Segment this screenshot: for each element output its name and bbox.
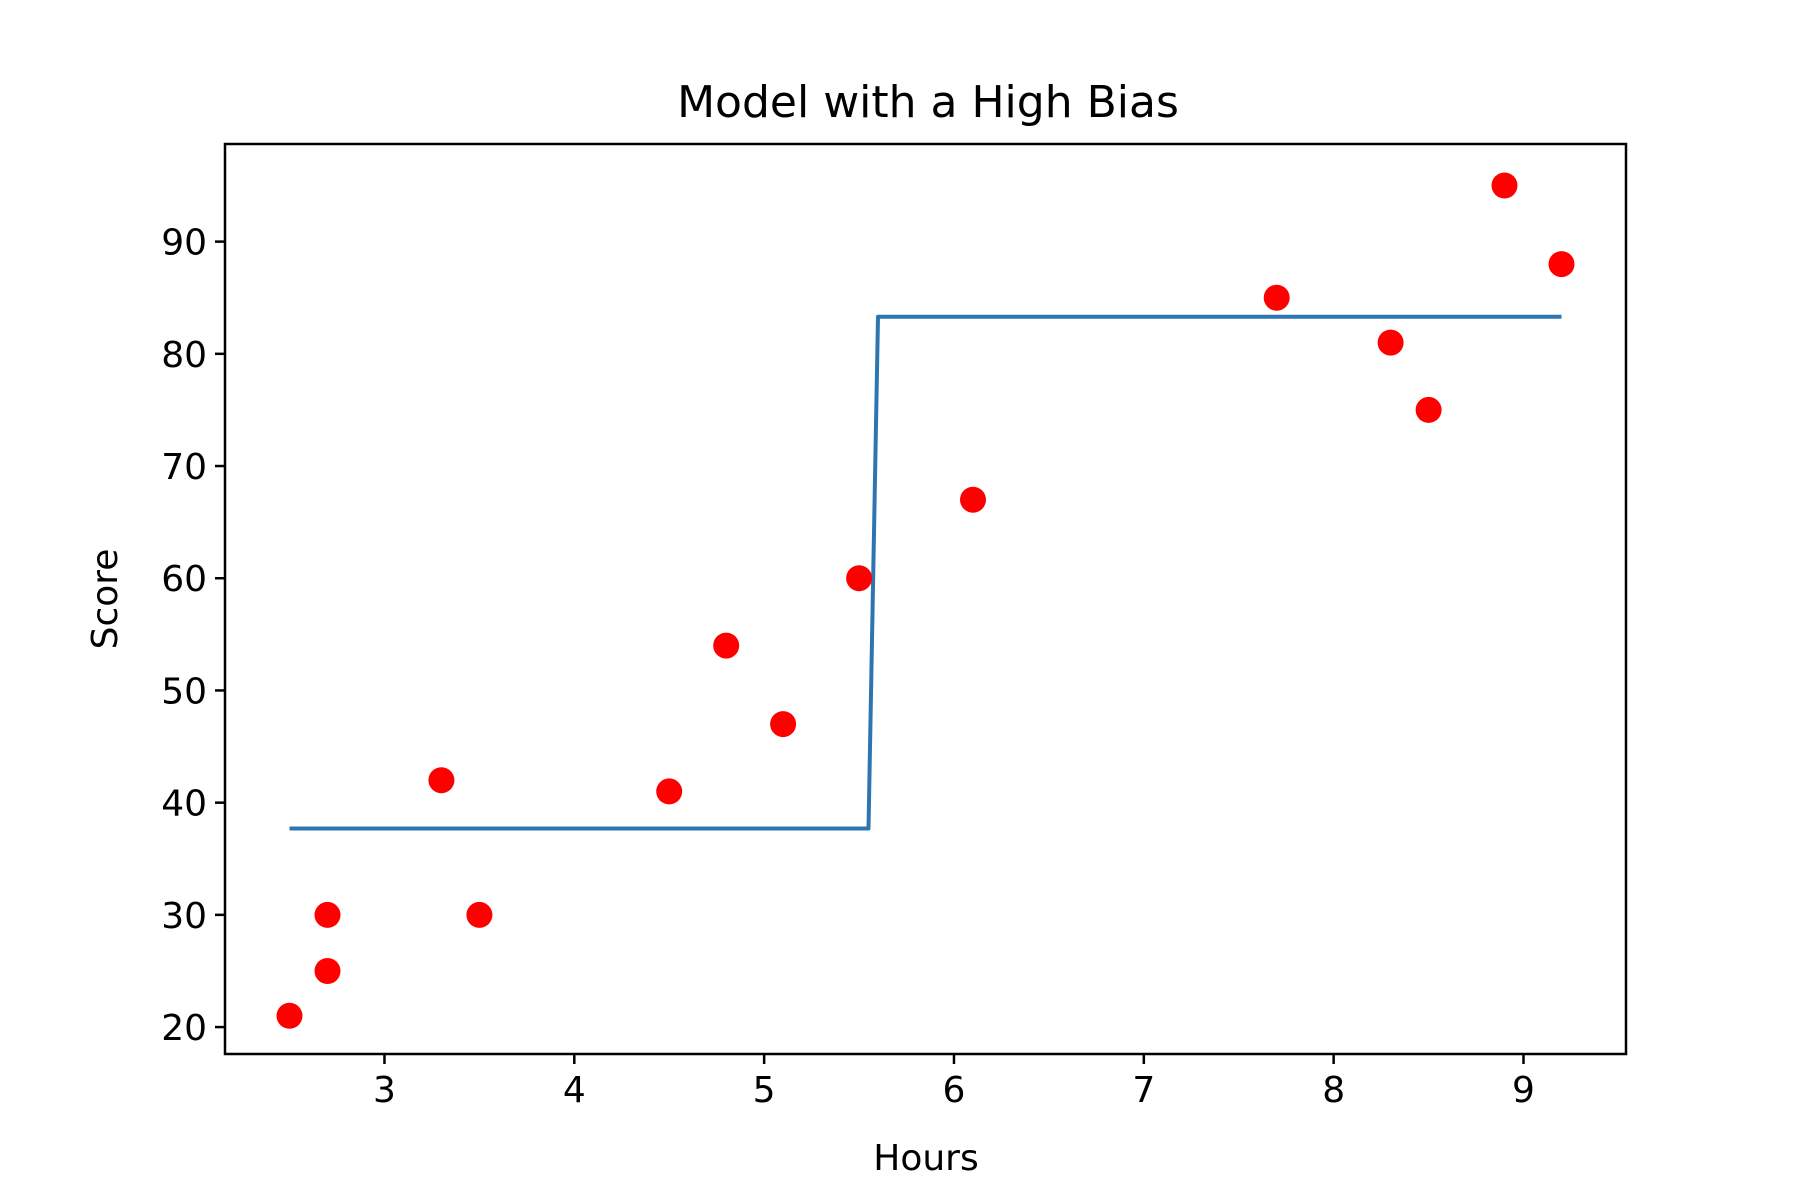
axis-ticks: 3 4 5 6 7 8 9 20 30 40 50 60 70 80 90: [161, 223, 1535, 1111]
y-tick-label: 20: [161, 1008, 207, 1049]
y-tick-label: 60: [161, 559, 207, 600]
y-tick-label: 50: [161, 671, 207, 712]
model-fit-line: [289, 314, 1562, 831]
x-tick-label: 5: [753, 1070, 776, 1111]
data-point: [1377, 329, 1404, 356]
data-point: [466, 901, 493, 928]
data-point: [314, 901, 341, 928]
data-point: [960, 486, 986, 513]
y-tick-label: 40: [161, 784, 207, 825]
data-point: [314, 958, 341, 984]
y-tick-label: 30: [161, 896, 207, 937]
data-point: [770, 711, 797, 738]
x-tick-label: 4: [563, 1070, 586, 1111]
data-point: [1491, 172, 1518, 199]
y-tick-label: 70: [161, 447, 207, 488]
data-point: [846, 565, 873, 592]
data-point: [428, 767, 455, 794]
data-point: [1415, 396, 1442, 423]
data-point: [1548, 251, 1575, 278]
axes-frame: [223, 142, 1628, 1056]
data-point: [656, 778, 683, 805]
plot-area: [276, 172, 1575, 1029]
x-tick-label: 6: [943, 1070, 966, 1111]
x-tick-label: 3: [373, 1070, 396, 1111]
x-tick-label: 7: [1132, 1070, 1155, 1111]
chart-title: Model with a High Bias: [677, 77, 1179, 128]
x-tick-label: 9: [1512, 1070, 1535, 1111]
data-point: [1263, 284, 1290, 311]
data-point: [276, 1002, 303, 1029]
data-point: [713, 632, 740, 659]
y-tick-label: 90: [161, 223, 207, 264]
y-tick-label: 80: [161, 335, 207, 376]
x-tick-label: 8: [1322, 1070, 1345, 1111]
x-axis-label: Hours: [873, 1138, 978, 1179]
y-axis-label: Score: [85, 549, 126, 650]
